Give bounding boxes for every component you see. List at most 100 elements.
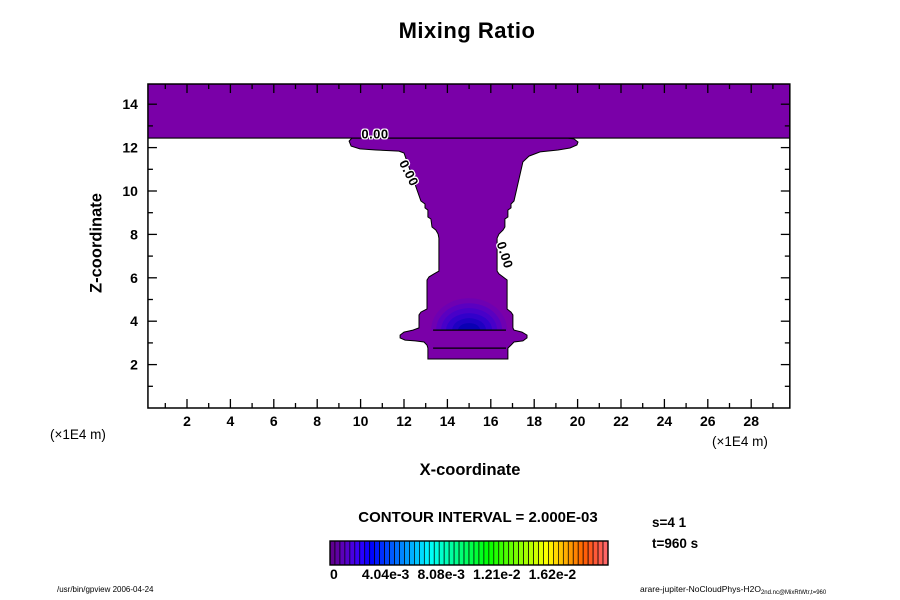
x-tick-label: 16 <box>483 413 499 429</box>
colorbar-cell <box>334 540 341 566</box>
colorbar-cell <box>463 540 470 566</box>
colorbar-cell <box>468 540 475 566</box>
x-tick-label: 22 <box>613 413 629 429</box>
colorbar-cell <box>394 540 400 566</box>
colorbar-cell <box>438 540 445 566</box>
colorbar-cell <box>577 540 584 566</box>
colorbar-cell <box>483 540 490 566</box>
colorbar-cell <box>404 540 410 566</box>
colorbar-cell <box>498 540 505 566</box>
colorbar-cell <box>562 540 569 566</box>
footer-source-sub: 2nd.nc@MixRtWtr,t=960 <box>760 590 827 596</box>
colorbar-frame <box>329 540 609 566</box>
footer-source-main: arare-jupiter-NoCloudPhys-H2O <box>640 584 761 594</box>
colorbar-cell <box>572 540 579 566</box>
x-tick-label: 18 <box>526 413 542 429</box>
colorbar-cell <box>478 540 485 566</box>
colorbar-cell <box>344 540 351 566</box>
time-annotation: t=960 s <box>652 536 699 551</box>
page-title: Mixing Ratio <box>398 18 536 43</box>
colorbar-cell <box>523 540 529 566</box>
z-tick-label: 4 <box>130 313 138 329</box>
colorbar-cell <box>354 540 361 566</box>
x-tick-label: 26 <box>700 413 716 429</box>
colorbar-title: CONTOUR INTERVAL = 2.000E-03 <box>358 509 598 526</box>
colorbar-cell <box>543 540 549 566</box>
colorbar-label: 1.62e-2 <box>529 566 577 582</box>
colorbar-cell <box>399 540 405 566</box>
colorbar-cell <box>528 540 534 566</box>
x-tick-label: 8 <box>313 413 321 429</box>
colorbar-cell <box>428 540 435 566</box>
x-axis-unit: (×1E4 m) <box>712 434 768 449</box>
colorbar-cell <box>364 540 371 566</box>
z-tick-label: 14 <box>122 96 138 112</box>
colorbar-cell <box>329 540 336 566</box>
core-max-ring <box>458 323 481 331</box>
footer-command-path: /usr/bin/gpview 2006-04-24 <box>57 585 154 594</box>
colorbar-cell <box>587 540 594 566</box>
colorbar-cell <box>533 540 539 566</box>
colorbar-label: 0 <box>330 566 338 582</box>
x-tick-label: 6 <box>270 413 278 429</box>
x-tick-label: 20 <box>570 413 586 429</box>
y-axis-label: Z-coordinate <box>87 193 106 293</box>
x-tick-label: 24 <box>657 413 673 429</box>
y-axis-unit: (×1E4 m) <box>50 427 106 442</box>
colorbar-cell <box>369 540 376 566</box>
footer-source-file: arare-jupiter-NoCloudPhys-H2O2nd.nc@MixR… <box>640 584 826 596</box>
colorbar-cell <box>443 540 450 566</box>
colorbar-cell <box>473 540 480 566</box>
x-tick-label: 4 <box>227 413 235 429</box>
colorbar-cell <box>567 540 574 566</box>
colorbar-cell <box>493 540 500 566</box>
contour-value-label: 0.00 <box>361 126 389 142</box>
z-tick-label: 12 <box>122 140 138 156</box>
colorbar-label: 4.04e-3 <box>362 566 410 582</box>
z-tick-label: 10 <box>122 183 138 199</box>
plume-fill <box>348 137 579 360</box>
colorbar-cell <box>488 540 495 566</box>
colorbar-cell <box>548 540 554 566</box>
x-tick-label: 10 <box>353 413 369 429</box>
colorbar-cell <box>582 540 589 566</box>
colorbar-cell <box>414 540 420 566</box>
colorbar-cell <box>518 540 524 566</box>
colorbar-cell <box>508 540 515 566</box>
x-tick-label: 2 <box>183 413 191 429</box>
colorbar-cell <box>389 540 395 566</box>
colorbar-cell <box>458 540 465 566</box>
colorbar-cell <box>419 540 425 566</box>
colorbar-cell <box>538 540 544 566</box>
colorbar-cell <box>602 540 609 566</box>
colorbar-cell <box>592 540 599 566</box>
colorbar-cell <box>433 540 440 566</box>
colorbar-cell <box>423 540 430 566</box>
colorbar-cell <box>409 540 415 566</box>
colorbar-cell <box>503 540 510 566</box>
slice-annotation: s=4 1 <box>652 515 687 530</box>
z-tick-label: 2 <box>130 357 138 373</box>
upper-layer-fill <box>147 84 790 139</box>
x-tick-label: 14 <box>440 413 456 429</box>
colorbar-cell <box>374 540 380 566</box>
x-tick-label: 12 <box>396 413 412 429</box>
x-tick-label: 28 <box>743 413 759 429</box>
colorbar-cell <box>448 540 455 566</box>
x-axis-label: X-coordinate <box>419 461 521 479</box>
colorbar-cell <box>553 540 559 566</box>
z-tick-label: 8 <box>130 226 138 242</box>
colorbar-cell <box>339 540 346 566</box>
colorbar-cell <box>597 540 604 566</box>
colorbar-cell <box>349 540 356 566</box>
colorbar-cell <box>513 540 519 566</box>
colorbar-label: 1.21e-2 <box>473 566 521 582</box>
colorbar-cell <box>384 540 390 566</box>
z-tick-label: 6 <box>130 270 138 286</box>
colorbar-cell <box>379 540 385 566</box>
colorbar-cell <box>359 540 366 566</box>
colorbar-cell <box>453 540 460 566</box>
colorbar-cell <box>558 540 564 566</box>
